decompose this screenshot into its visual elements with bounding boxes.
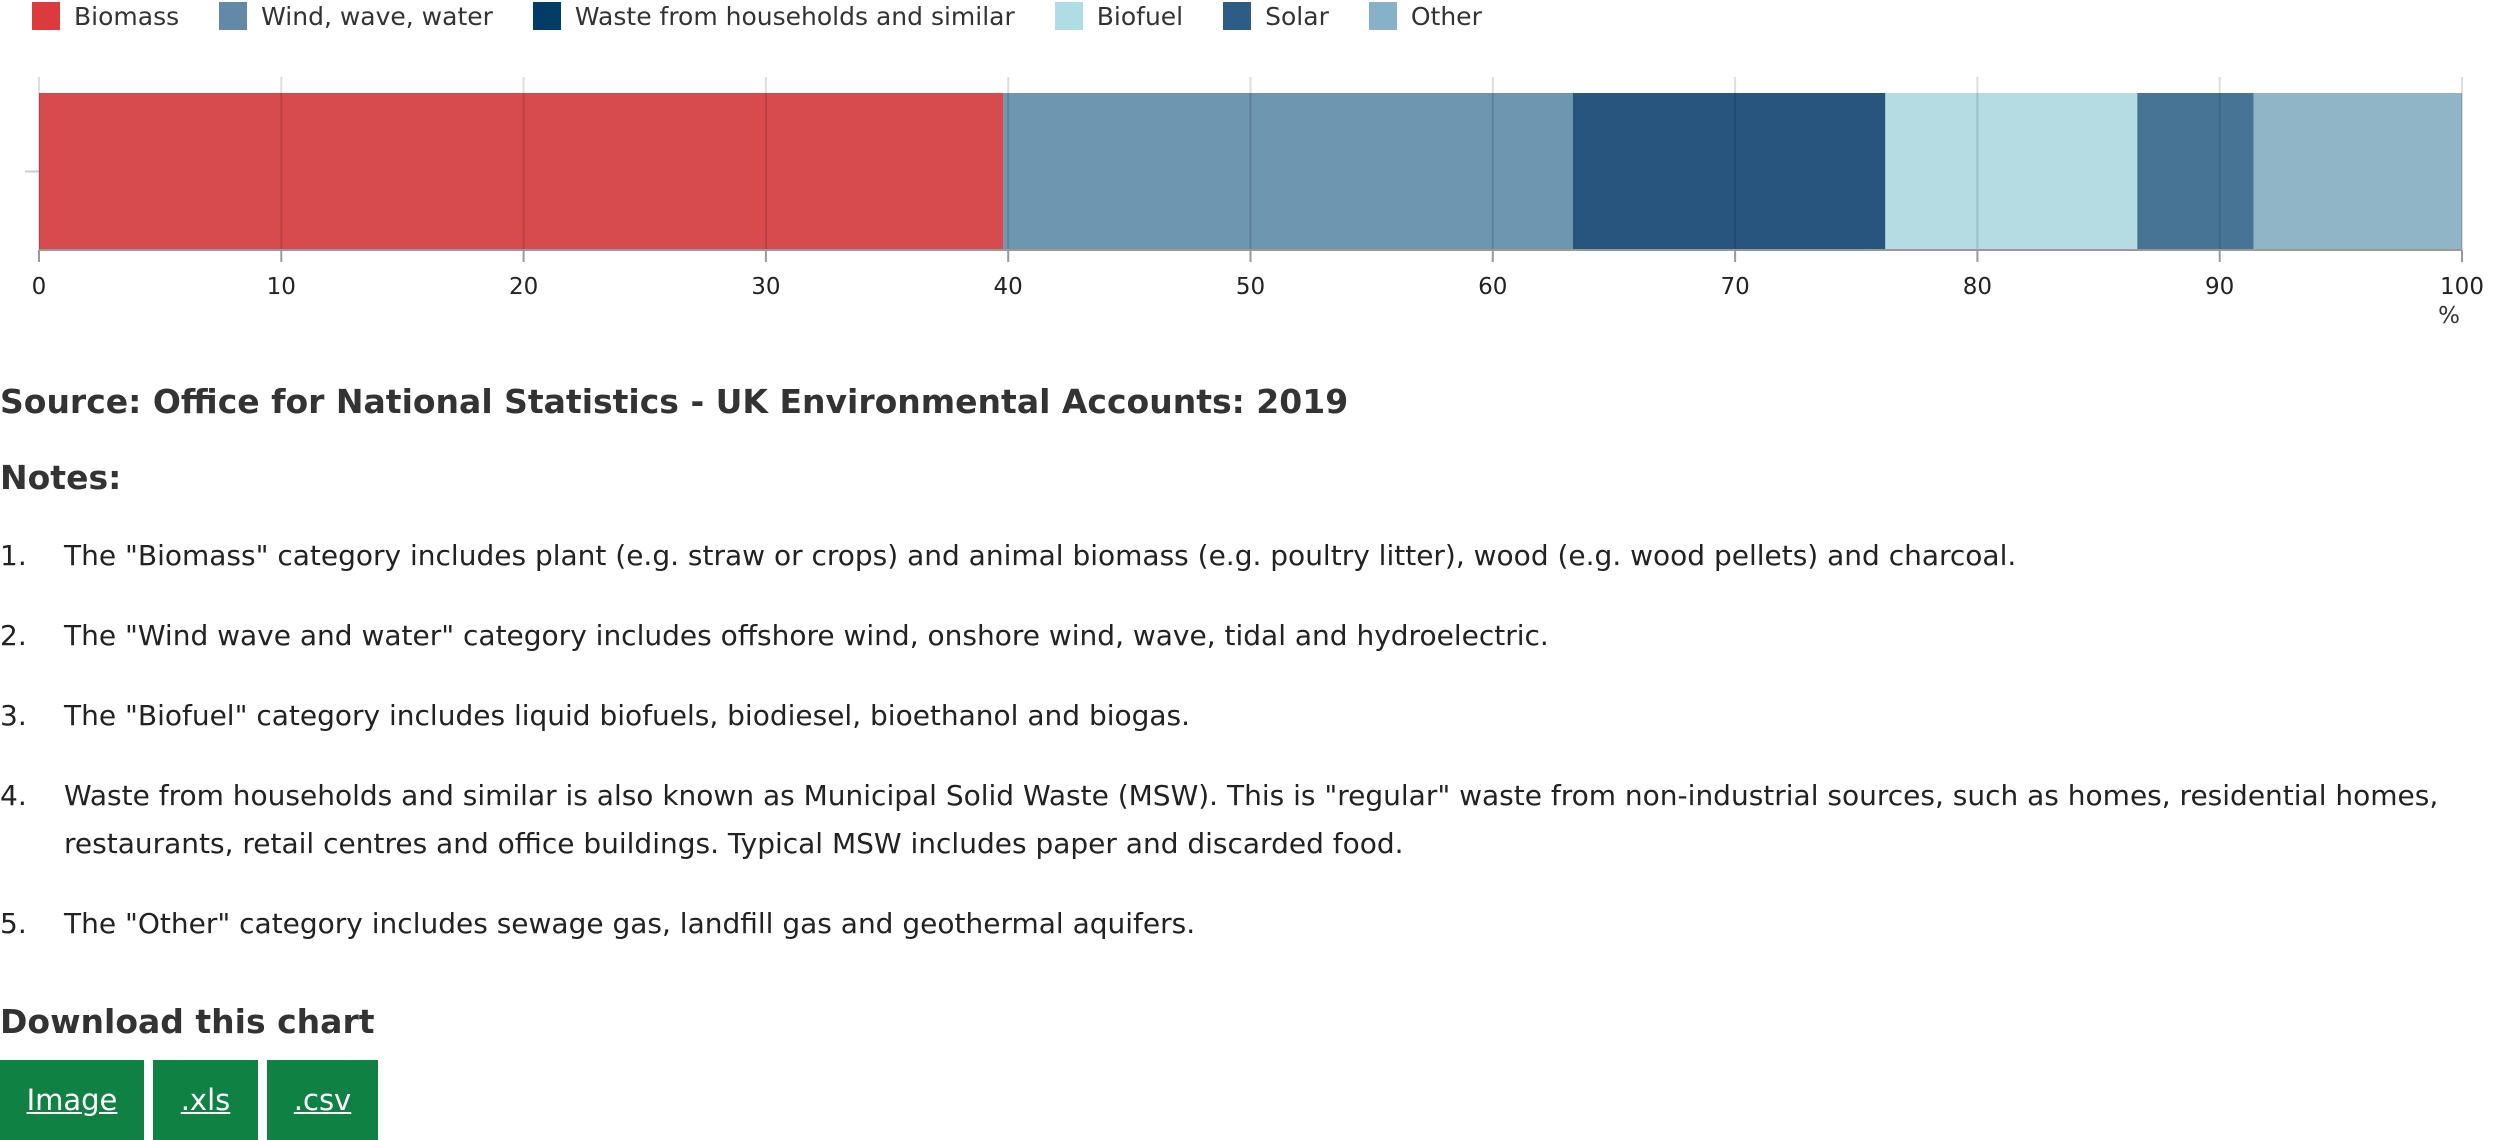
note-text: The "Wind wave and water" category inclu… [64, 619, 1549, 652]
bar-segment [1572, 93, 1886, 250]
x-tick-label: 100 [2440, 274, 2484, 300]
note-number: 5. [0, 907, 27, 940]
download-image-button[interactable]: Image [0, 1060, 144, 1140]
legend-item: Other [1368, 1, 1482, 31]
note-number: 3. [0, 699, 27, 732]
legend-swatch [219, 2, 248, 30]
notes-heading: Notes: [0, 458, 122, 497]
x-tick-label: 70 [1720, 274, 1749, 300]
note-text: The "Other" category includes sewage gas… [64, 907, 1196, 940]
legend-label: Other [1410, 1, 1482, 31]
legend-label: Solar [1265, 1, 1329, 31]
bar-segment [1003, 93, 1573, 250]
bar-segment [2137, 93, 2254, 250]
x-tick-label: 20 [509, 274, 538, 300]
legend-swatch [1368, 2, 1397, 30]
legend-swatch [532, 2, 561, 30]
legend-item: Biomass [32, 2, 179, 31]
download-buttons: Image .xls .csv [0, 1060, 387, 1140]
note-item: 2. The "Wind wave and water" category in… [0, 612, 2500, 660]
legend-item: Waste from households and similar [532, 1, 1015, 31]
x-tick-label: 10 [267, 274, 296, 300]
legend-label: Biomass [74, 1, 180, 31]
legend-swatch [1054, 2, 1083, 30]
note-number: 1. [0, 539, 27, 572]
download-heading: Download this chart [0, 1002, 375, 1041]
bar-segment [39, 93, 1004, 250]
x-axis-label: % [2438, 303, 2460, 329]
note-text: The "Biofuel" category includes liquid b… [64, 699, 1191, 732]
legend-swatch [32, 2, 60, 30]
bar-segment [1885, 93, 2138, 250]
legend-label: Biofuel [1096, 1, 1184, 31]
legend-item: Biofuel [1054, 1, 1184, 31]
note-text: Waste from households and similar is als… [64, 779, 2439, 860]
chart-legend: Biomass Wind, wave, water Waste from house… [32, 0, 1522, 32]
note-item: 4. Waste from households and similar is … [0, 772, 2500, 868]
legend-item: Wind, wave, water [219, 2, 493, 31]
bar-segment [2253, 93, 2462, 250]
legend-item: Solar [1223, 2, 1329, 31]
note-number: 2. [0, 619, 27, 652]
x-tick-label: 30 [751, 274, 780, 300]
x-tick-label: 80 [1963, 274, 1992, 300]
legend-label: Waste from households and similar [574, 1, 1015, 31]
x-tick-label: 50 [1236, 274, 1265, 300]
note-item: 5. The "Other" category includes sewage … [0, 900, 2500, 948]
x-tick-label: 0 [32, 274, 47, 300]
note-item: 3. The "Biofuel" category includes liqui… [0, 692, 2500, 740]
legend-swatch [1223, 2, 1252, 30]
legend-label: Wind, wave, water [261, 1, 493, 31]
note-item: 1. The "Biomass" category includes plant… [0, 532, 2500, 580]
x-tick-label: 40 [994, 274, 1023, 300]
stacked-bar-chart: 0 10 20 30 40 50 60 70 80 90 100% [25, 77, 2484, 329]
source-note: Source: Office for National Statistics -… [0, 382, 1349, 421]
download-xls-button[interactable]: .xls [153, 1060, 258, 1140]
download-csv-button[interactable]: .csv [267, 1060, 378, 1140]
notes-list: 1. The "Biomass" category includes plant… [0, 532, 2500, 980]
note-number: 4. [0, 779, 27, 812]
note-text: The "Biomass" category includes plant (e… [64, 539, 2017, 572]
x-tick-label: 90 [2205, 274, 2234, 300]
x-tick-label: 60 [1478, 274, 1507, 300]
